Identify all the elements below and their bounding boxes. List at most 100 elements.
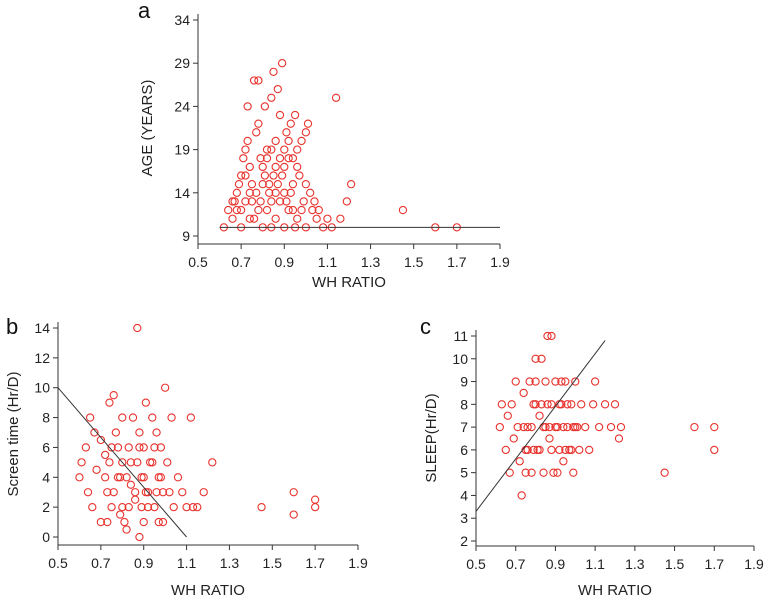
- panel-b-data-point: [83, 488, 93, 497]
- panel-a-data-point: [249, 214, 259, 223]
- panel-b-x-tick-label: 0.9: [134, 555, 154, 571]
- panel-a-data-point: [310, 197, 319, 206]
- panel-b-data-point: [122, 525, 131, 534]
- panel-a-data-point: [252, 128, 261, 137]
- panel-b-data-point: [75, 473, 84, 482]
- panel-c-data-point: [563, 422, 572, 432]
- panel-c-x-tick-label: 1.5: [665, 556, 685, 572]
- panel-c-x-tick-label: 1.3: [625, 556, 645, 572]
- panel-b-x-tick-label: 1.7: [305, 555, 325, 571]
- panel-b-y-tick-label: 10: [34, 380, 50, 396]
- panel-b-data-point: [133, 323, 142, 333]
- panel-b-data-point: [124, 502, 133, 512]
- panel-b-data-point: [186, 413, 196, 422]
- panel-c-data-point: [549, 468, 558, 477]
- panel-c-data-point: [509, 434, 518, 443]
- panel-b-y-label: Screen time (Hr/D): [5, 371, 22, 496]
- panel-b-data-point: [120, 517, 129, 527]
- panel-a-data-point: [271, 214, 280, 223]
- panel-a-data-point: [258, 180, 267, 189]
- panel-b-data-point: [113, 443, 123, 452]
- panel-a-data-point: [306, 188, 315, 197]
- panel-a-data-point: [243, 136, 252, 146]
- panel-a-data-point: [286, 119, 295, 128]
- panel-c-data-point: [594, 422, 604, 432]
- panel-b-data-point: [96, 517, 106, 527]
- panel-c-y-tick-label: 4: [460, 487, 468, 503]
- panel-c-data-point: [589, 400, 598, 409]
- panel-c-data-point: [547, 445, 556, 455]
- panel-a-data-point: [284, 154, 293, 163]
- panel-c-data-point: [581, 422, 590, 432]
- panel-c-y-tick-label: 10: [452, 351, 468, 367]
- panel-c-y-tick-label: 7: [460, 419, 468, 435]
- panel-a-data-point: [284, 136, 293, 146]
- panel-b-data-point: [257, 502, 266, 512]
- panel-a-data-point: [293, 162, 302, 172]
- panel-c-data-point: [567, 400, 576, 409]
- panel-b-data-point: [169, 502, 178, 512]
- panel-b-letter: b: [6, 314, 18, 339]
- panel-a-letter: a: [138, 0, 151, 23]
- panel-a-x-tick-label: 0.9: [275, 254, 295, 270]
- panel-b-data-point: [145, 458, 155, 467]
- panel-c-data-point: [660, 468, 669, 477]
- panel-b-data-point: [150, 502, 159, 512]
- panel-c-data-point: [527, 422, 536, 432]
- panel-a-y-label: AGE (YEARS): [139, 80, 156, 177]
- panel-a-data-point: [249, 76, 259, 85]
- panel-b-data-point: [148, 458, 157, 467]
- panel-c-data-point: [610, 400, 620, 409]
- panel-c-data-point: [521, 468, 530, 477]
- panel-c-data-point: [537, 354, 546, 363]
- panel-b-data-point: [133, 458, 142, 467]
- panel-c-data-point: [590, 377, 600, 386]
- panel-c-y-tick-label: 9: [460, 374, 468, 390]
- panel-b-data-point: [122, 473, 131, 482]
- panel-c: c 0.5 0.7 0.9 1.1 1.3 1.5 1.7 1.9 234567891011 …: [420, 314, 764, 599]
- panel-b-data-point: [88, 502, 97, 512]
- panel-c-data-point: [559, 422, 568, 432]
- panel-b-data-point: [113, 473, 123, 482]
- panel-b-data-point: [156, 473, 166, 482]
- panel-b-data-point: [310, 502, 320, 512]
- panel-c-data-point: [585, 445, 594, 455]
- panel-b-data-point: [109, 488, 118, 497]
- panel-c-data-point: [541, 377, 550, 386]
- panel-c-data-point: [495, 422, 504, 432]
- panel-a-data-point: [297, 205, 306, 215]
- panel-b-data-point: [137, 473, 146, 482]
- panel-a-data-point: [336, 214, 345, 223]
- panel-a-x-tick-label: 0.5: [188, 254, 208, 270]
- panel-a-data-point: [232, 188, 241, 197]
- panel-c-points: [495, 331, 719, 500]
- panel-a-y-tick-label: 9: [182, 228, 190, 244]
- panel-a-data-point: [290, 110, 300, 120]
- panel-b-y-ticks: 0 2 4 6 8 10 12 14: [34, 320, 58, 545]
- panel-b-x-label: WH RATIO: [171, 582, 245, 599]
- panel-a-data-point: [228, 214, 237, 223]
- panel-b-data-point: [158, 517, 168, 527]
- panel-a: a 0.5 0.7 0.9 1.1 1.3 1.5 1.7 1.9 9 14 19 24 29 34 W…: [138, 0, 510, 291]
- panel-b-y-tick-label: 4: [42, 469, 50, 485]
- panel-c-y-label: SLEEP(Hr/D): [423, 393, 440, 482]
- panel-c-data-point: [547, 331, 556, 341]
- panel-a-data-point: [347, 180, 356, 189]
- panel-b-data-point: [103, 517, 112, 527]
- panel-c-data-point: [539, 468, 548, 477]
- panel-b-data-point: [167, 413, 176, 422]
- panel-c-x-tick-label: 0.9: [546, 556, 566, 572]
- panel-a-data-point: [293, 214, 302, 223]
- panel-a-data-point: [275, 197, 285, 206]
- panel-b-data-point: [130, 488, 140, 497]
- panel-b-data-point: [115, 510, 125, 519]
- panel-b-data-point: [111, 428, 121, 437]
- panel-c-x-tick-label: 0.5: [466, 556, 486, 572]
- panel-c-data-point: [501, 445, 510, 455]
- panel-c-data-point: [577, 400, 586, 409]
- panel-a-data-point: [228, 197, 237, 206]
- panel-b-y-tick-label: 6: [42, 439, 50, 455]
- panel-c-data-point: [497, 400, 506, 409]
- panel-a-data-point: [254, 205, 263, 215]
- panel-a-data-point: [254, 119, 263, 128]
